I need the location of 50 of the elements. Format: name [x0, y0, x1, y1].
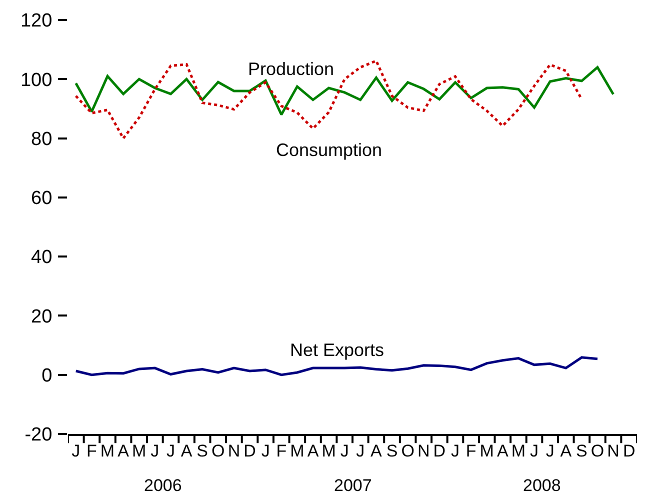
- x-tick-label: M: [511, 441, 526, 460]
- series-label: Net Exports: [290, 340, 384, 360]
- x-tick-label: O: [212, 441, 225, 460]
- x-tick-label: S: [576, 441, 588, 460]
- series-label: Production: [248, 59, 334, 79]
- x-tick-label: J: [150, 441, 160, 460]
- x-tick-label: F: [86, 441, 97, 460]
- y-tick-label: 80: [31, 128, 52, 150]
- x-tick-label: M: [132, 441, 146, 460]
- x-tick-label: S: [386, 441, 398, 460]
- x-tick-label: F: [276, 441, 287, 460]
- x-tick-label: M: [100, 441, 115, 460]
- x-tick-label: N: [417, 441, 430, 460]
- y-tick-label: 120: [20, 10, 52, 32]
- y-tick-label: 60: [31, 188, 52, 210]
- y-tick-label: 40: [31, 247, 52, 268]
- x-tick-label: J: [546, 441, 554, 460]
- series-label: Consumption: [276, 140, 382, 160]
- x-tick-label: D: [433, 441, 446, 460]
- x-tick-label: A: [370, 441, 383, 460]
- x-tick-label: D: [244, 441, 256, 460]
- y-tick-label: 100: [20, 70, 52, 91]
- x-tick-label: N: [607, 441, 620, 460]
- x-tick-label: S: [196, 441, 208, 460]
- x-tick-label: J: [450, 441, 460, 460]
- x-tick-label: J: [340, 441, 349, 460]
- x-tick-label: A: [180, 441, 193, 460]
- x-tick-label: M: [322, 441, 336, 460]
- y-tick-label: 0: [42, 366, 52, 387]
- x-tick-label: J: [166, 441, 175, 460]
- x-tick-label: N: [228, 441, 240, 460]
- x-tick-label: J: [530, 441, 539, 460]
- x-tick-label: O: [401, 441, 414, 460]
- x-tick-label: F: [466, 441, 476, 460]
- x-tick-label: A: [307, 441, 320, 460]
- x-tick-label: M: [290, 441, 304, 460]
- y-tick-label: -20: [24, 424, 52, 446]
- x-tick-label: J: [356, 441, 365, 460]
- text: 2007: [334, 476, 372, 495]
- x-tick-label: J: [261, 441, 270, 460]
- x-tick-label: A: [560, 441, 572, 460]
- text: 2008: [523, 476, 561, 495]
- x-tick-label: A: [118, 441, 130, 460]
- x-tick-label: M: [480, 441, 494, 460]
- x-tick-label: J: [72, 441, 80, 460]
- x-tick-label: D: [622, 441, 636, 460]
- x-tick-label: A: [496, 441, 509, 460]
- y-tick-label: 20: [31, 306, 52, 328]
- text: 2006: [144, 476, 182, 495]
- x-tick-label: O: [590, 441, 604, 460]
